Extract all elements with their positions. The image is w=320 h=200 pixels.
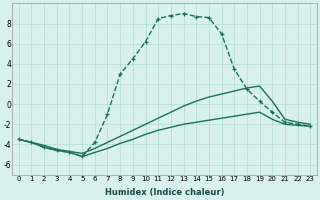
X-axis label: Humidex (Indice chaleur): Humidex (Indice chaleur) [105, 188, 224, 197]
